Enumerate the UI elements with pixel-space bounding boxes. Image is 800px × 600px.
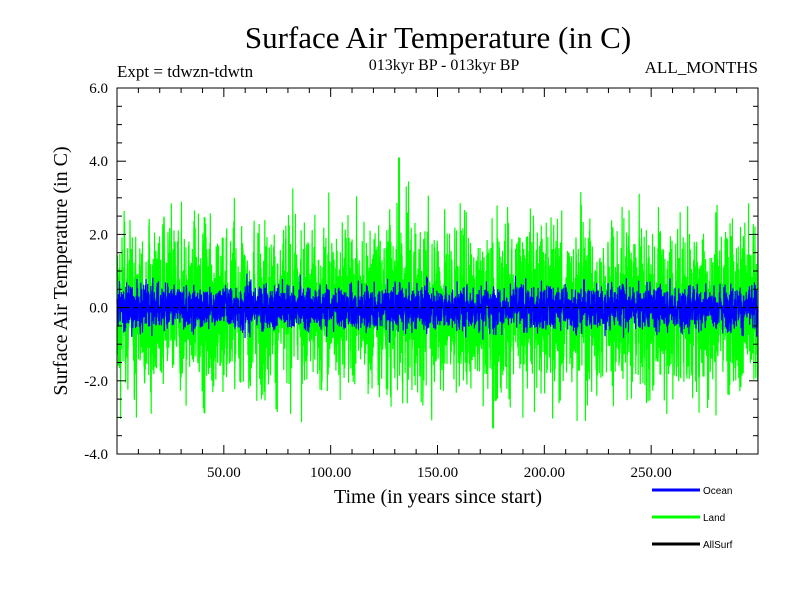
months-label: ALL_MONTHS	[645, 58, 758, 77]
x-tick-label: 200.00	[524, 465, 565, 481]
y-tick-label: 2.0	[89, 227, 108, 243]
y-tick-label: -4.0	[84, 447, 108, 463]
x-axis-label: Time (in years since start)	[334, 486, 542, 508]
legend-label-ocean: Ocean	[703, 486, 732, 497]
axis-ticks	[117, 88, 758, 454]
ocean-series-line	[116, 273, 759, 343]
y-tick-label: 0.0	[89, 301, 108, 317]
x-tick-labels: 50.00 100.00 150.00 200.00 250.00	[207, 465, 672, 481]
x-tick-label: 250.00	[631, 465, 672, 481]
x-tick-label: 100.00	[310, 465, 351, 481]
land-extreme-spikes	[398, 157, 495, 429]
plot-data	[116, 157, 759, 429]
legend-label-allsurf: AllSurf	[703, 540, 733, 551]
legend: Ocean Land AllSurf	[652, 486, 733, 551]
y-tick-label: 4.0	[89, 154, 108, 170]
chart-subtitle: 013kyr BP - 013kyr BP	[369, 57, 520, 74]
x-tick-label: 50.00	[207, 465, 241, 481]
legend-label-land: Land	[703, 513, 725, 524]
y-tick-label: 6.0	[89, 81, 108, 97]
y-axis-label: Surface Air Temperature (in C)	[50, 146, 72, 395]
expt-label: Expt = tdwzn-tdwtn	[117, 62, 254, 81]
chart-title: Surface Air Temperature (in C)	[245, 20, 631, 55]
y-tick-labels: -4.0 -2.0 0.0 2.0 4.0 6.0	[84, 81, 108, 463]
y-tick-label: -2.0	[84, 374, 108, 390]
x-tick-label: 150.00	[417, 465, 458, 481]
